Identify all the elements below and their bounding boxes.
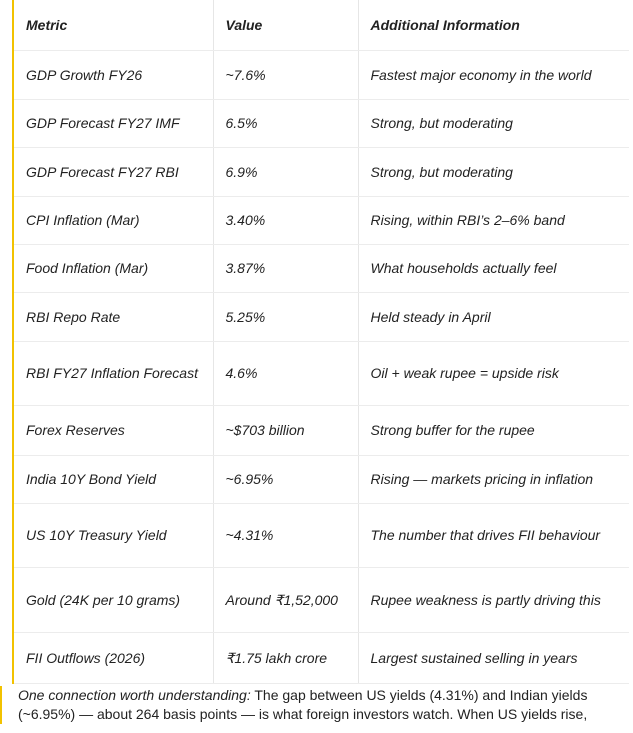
table-cell: 4.6%: [213, 341, 359, 406]
table-row: Food Inflation (Mar) 3.87% What households…: [12, 244, 629, 293]
table-row: India 10Y Bond Yield ~6.95% Rising — marke…: [12, 455, 629, 504]
table-row: US 10Y Treasury Yield ~4.31% The number th…: [12, 503, 629, 568]
table-cell: ~$703 billion: [213, 405, 359, 456]
header-cell: Additional Information: [358, 0, 629, 51]
note: One connection worth understanding: The …: [0, 686, 633, 724]
table-cell: Gold (24K per 10 grams): [12, 567, 214, 633]
table-row: Forex Reserves ~$703 billion Strong buffer…: [12, 405, 629, 456]
table-row: RBI FY27 Inflation Forecast 4.6% Oil + wea…: [12, 341, 629, 406]
table-cell: 6.5%: [213, 99, 359, 148]
table-cell: 5.25%: [213, 292, 359, 342]
table-cell: ~6.95%: [213, 455, 359, 504]
note-text: The gap between US yields (4.31%) and In…: [18, 687, 588, 722]
table-cell: ~4.31%: [213, 503, 359, 568]
table-row: RBI Repo Rate 5.25% Held steady in April: [12, 292, 629, 342]
table-cell: Oil + weak rupee = upside risk: [358, 341, 629, 406]
table-cell: US 10Y Treasury Yield: [12, 503, 214, 568]
table-cell: Strong, but moderating: [358, 147, 629, 197]
header-cell: Metric: [12, 0, 214, 51]
table-cell: GDP Forecast FY27 RBI: [12, 147, 214, 197]
table-cell: GDP Forecast FY27 IMF: [12, 99, 214, 148]
table-cell: Rising — markets pricing in inflation: [358, 455, 629, 504]
table-cell: CPI Inflation (Mar): [12, 196, 214, 245]
table-row: Gold (24K per 10 grams) Around ₹1,52,000 R…: [12, 567, 629, 633]
table-cell: Forex Reserves: [12, 405, 214, 456]
table-cell: Strong buffer for the rupee: [358, 405, 629, 456]
table-cell: India 10Y Bond Yield: [12, 455, 214, 504]
table-cell: Held steady in April: [358, 292, 629, 342]
table-cell: Food Inflation (Mar): [12, 244, 214, 293]
table-row: GDP Forecast FY27 RBI 6.9% Strong, but mod…: [12, 147, 629, 197]
table-row: CPI Inflation (Mar) 3.40% Rising, within R…: [12, 196, 629, 245]
note-lead: One connection worth understanding:: [18, 687, 251, 703]
data-table: Metric Value Additional Information GDP Gr…: [12, 0, 629, 684]
table-cell: GDP Growth FY26: [12, 50, 214, 100]
table-cell: Fastest major economy in the world: [358, 50, 629, 100]
table-cell: RBI FY27 Inflation Forecast: [12, 341, 214, 406]
table-cell: Around ₹1,52,000: [213, 567, 359, 633]
table-cell: 6.9%: [213, 147, 359, 197]
table-cell: The number that drives FII behaviour: [358, 503, 629, 568]
table-cell: 3.40%: [213, 196, 359, 245]
header-cell: Value: [213, 0, 359, 51]
table-cell: ₹1.75 lakh crore: [213, 632, 359, 684]
header-row: Metric Value Additional Information: [12, 0, 629, 51]
table-cell: Rising, within RBI’s 2–6% band: [358, 196, 629, 245]
table-row: GDP Growth FY26 ~7.6% Fastest major econom…: [12, 50, 629, 100]
table-cell: 3.87%: [213, 244, 359, 293]
table-body: GDP Growth FY26 ~7.6% Fastest major econom…: [12, 50, 629, 684]
table-cell: Largest sustained selling in years: [358, 632, 629, 684]
table-cell: What households actually feel: [358, 244, 629, 293]
table-cell: RBI Repo Rate: [12, 292, 214, 342]
table-cell: Strong, but moderating: [358, 99, 629, 148]
table-row: GDP Forecast FY27 IMF 6.5% Strong, but mod…: [12, 99, 629, 148]
table-cell: FII Outflows (2026): [12, 632, 214, 684]
table-cell: Rupee weakness is partly driving this: [358, 567, 629, 633]
table-row: FII Outflows (2026) ₹1.75 lakh crore Large…: [12, 632, 629, 684]
table-cell: ~7.6%: [213, 50, 359, 100]
